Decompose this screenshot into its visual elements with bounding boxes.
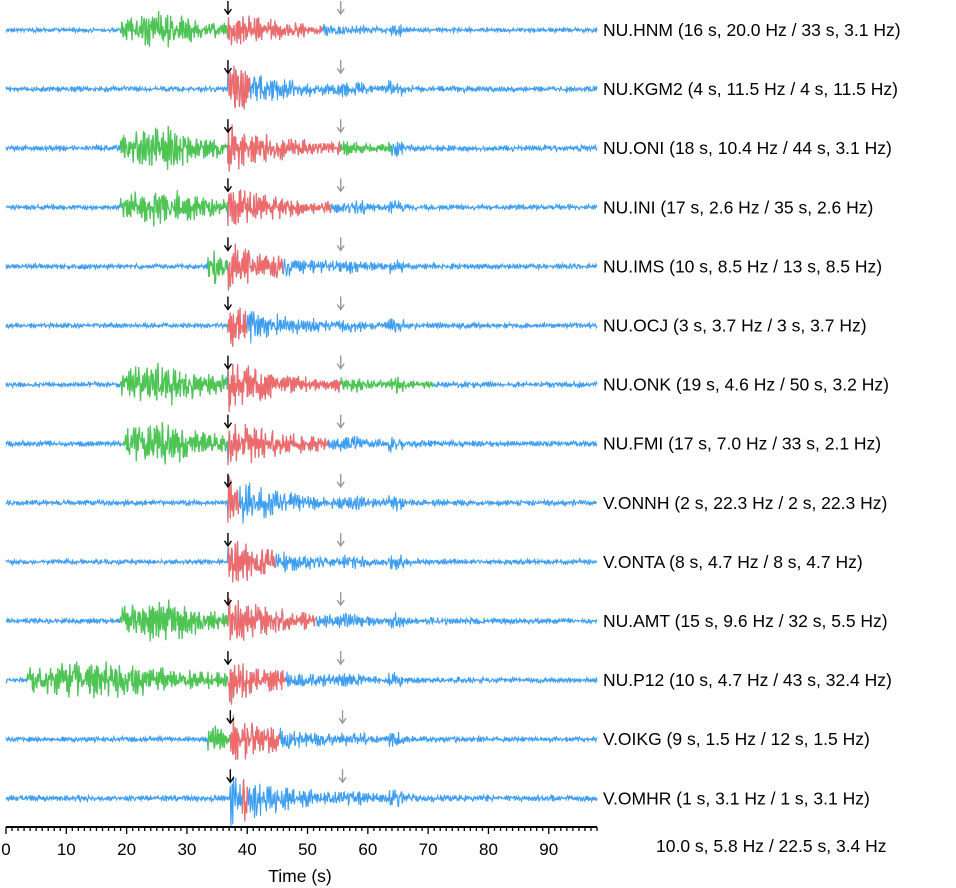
x-tick-label: 80 [479, 840, 498, 859]
noise-window-segment [207, 725, 231, 751]
p-arrival-marker [223, 296, 233, 311]
trace-line [5, 775, 598, 826]
station-label: NU.P12 (10 s, 4.7 Hz / 43 s, 32.4 Hz) [603, 670, 892, 690]
noise-window-segment [120, 190, 228, 227]
signal-window-segment [227, 363, 341, 412]
trace-line [5, 475, 598, 524]
x-tick-label: 30 [177, 840, 196, 859]
x-tick-label: 90 [539, 840, 558, 859]
s-arrival-marker [336, 355, 345, 370]
noise-window-segment [340, 141, 392, 156]
s-arrival-marker [336, 1, 345, 16]
station-label: V.ONNH (2 s, 22.3 Hz / 2 s, 22.3 Hz) [603, 493, 887, 513]
s-arrival-marker [336, 592, 345, 607]
noise-window-segment [26, 661, 228, 699]
x-tick-label: 10 [57, 840, 76, 859]
signal-window-segment [227, 307, 248, 347]
x-tick-group: 0 10 20 30 40 50 60 70 80 90 [1, 827, 598, 859]
s-arrival-marker [336, 473, 345, 489]
signal-window-segment [227, 663, 287, 705]
s-arrival-marker [336, 296, 345, 311]
s-arrival-marker [336, 119, 345, 134]
signal-window-segment [227, 189, 332, 227]
s-arrival-marker [336, 414, 345, 429]
station-label: V.OIKG (9 s, 1.5 Hz / 12 s, 1.5 Hz) [603, 729, 870, 749]
x-tick-label: 40 [238, 840, 257, 859]
station-label: V.ONTA (8 s, 4.7 Hz / 8 s, 4.7 Hz) [603, 552, 863, 572]
signal-window-segment [227, 541, 276, 583]
signal-window-segment [227, 65, 251, 110]
noise-window-segment [340, 376, 435, 394]
p-arrival-marker [223, 1, 233, 16]
p-arrival-marker [223, 651, 233, 666]
p-arrival-marker [223, 473, 233, 489]
s-arrival-marker [336, 651, 345, 666]
trace-line [5, 243, 598, 291]
signal-window-segment [227, 598, 317, 641]
x-axis: 0 10 20 30 40 50 60 70 80 90 Time (s) [1, 826, 598, 886]
summary-label: 10.0 s, 5.8 Hz / 22.5 s, 3.4 Hz [656, 836, 887, 856]
signal-window-segment [227, 475, 240, 523]
s-arrival-marker [336, 532, 345, 548]
signal-window-segment [227, 243, 284, 291]
arrival-marker-group [223, 1, 347, 784]
station-label: NU.HNM (16 s, 20.0 Hz / 33 s, 3.1 Hz) [603, 20, 901, 40]
noise-window-segment [120, 362, 228, 406]
p-arrival-marker [223, 60, 233, 75]
signal-window-segment [227, 423, 329, 466]
trace-group [5, 10, 598, 826]
noise-window-segment [120, 599, 228, 642]
s-arrival-marker [336, 237, 345, 252]
s-arrival-marker [338, 769, 347, 784]
p-arrival-marker [223, 355, 233, 370]
station-label: NU.ONI (18 s, 10.4 Hz / 44 s, 3.1 Hz) [603, 138, 892, 158]
trace-line [5, 541, 598, 583]
x-tick-label: 70 [419, 840, 438, 859]
trace-line [5, 715, 598, 760]
noise-window-segment [120, 10, 228, 48]
signal-window-segment [229, 715, 281, 760]
s-arrival-marker [338, 710, 347, 725]
station-label: NU.AMT (15 s, 9.6 Hz / 32 s, 5.5 Hz) [603, 611, 888, 631]
signal-window-segment [241, 779, 249, 822]
p-arrival-marker [223, 592, 233, 607]
signal-window-segment [227, 15, 323, 46]
noise-window-segment [123, 422, 228, 465]
station-label: NU.IMS (10 s, 8.5 Hz / 13 s, 8.5 Hz) [603, 256, 882, 276]
signal-window-segment [227, 124, 341, 172]
station-label: NU.FMI (17 s, 7.0 Hz / 33 s, 2.1 Hz) [603, 434, 881, 454]
p-arrival-marker [223, 414, 233, 429]
p-arrival-marker [226, 769, 235, 784]
p-arrival-marker [223, 237, 233, 252]
station-label-group: NU.HNM (16 s, 20.0 Hz / 33 s, 3.1 Hz) NU.… [603, 20, 901, 808]
x-tick-label: 0 [1, 840, 10, 859]
p-arrival-marker [223, 532, 233, 548]
station-label: NU.KGM2 (4 s, 11.5 Hz / 4 s, 11.5 Hz) [603, 79, 898, 99]
p-arrival-marker [223, 178, 233, 193]
noise-window-segment [207, 250, 228, 284]
station-label: NU.ONK (19 s, 4.6 Hz / 50 s, 3.2 Hz) [603, 375, 889, 395]
station-label: NU.INI (17 s, 2.6 Hz / 35 s, 2.6 Hz) [603, 197, 873, 217]
x-tick-label: 60 [358, 840, 377, 859]
trace-line [5, 307, 598, 347]
station-label: NU.OCJ (3 s, 3.7 Hz / 3 s, 3.7 Hz) [603, 316, 867, 336]
s-arrival-marker [336, 178, 345, 193]
trace-line [5, 65, 598, 110]
s-arrival-marker [336, 60, 345, 75]
noise-window-segment [120, 125, 228, 170]
station-label: V.OMHR (1 s, 3.1 Hz / 1 s, 3.1 Hz) [603, 788, 870, 808]
x-axis-title: Time (s) [268, 866, 332, 886]
x-tick-label: 20 [117, 840, 136, 859]
p-arrival-marker [226, 710, 235, 725]
p-arrival-marker [223, 119, 233, 134]
x-tick-label: 50 [298, 840, 317, 859]
